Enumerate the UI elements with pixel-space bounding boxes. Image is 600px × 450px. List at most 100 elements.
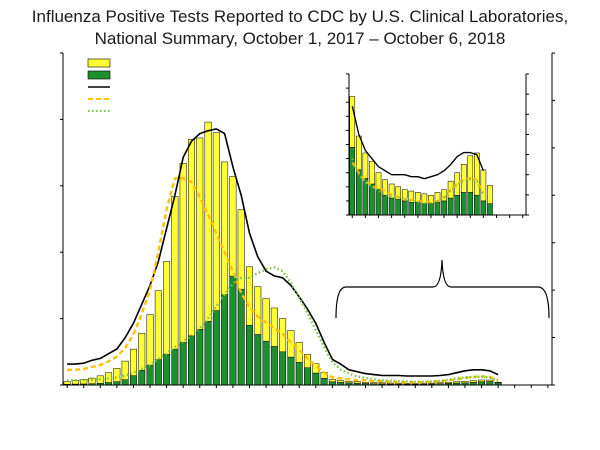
legend-swatch-a: [87, 58, 111, 68]
main-lines: [67, 128, 499, 384]
bar-b-201803: [187, 335, 195, 386]
bar-b-201747: [121, 379, 129, 386]
line-positive-flu-b: [351, 158, 485, 204]
bar-b-201823: [369, 183, 375, 216]
bar-b-201802: [179, 342, 187, 386]
bar-a-201836: [461, 381, 469, 384]
bar-b-201819: [320, 378, 328, 386]
bar-a-201833: [436, 382, 444, 384]
bar-a-201826: [378, 382, 386, 385]
bar-a-201832: [428, 195, 434, 204]
bar-a-201746: [113, 368, 121, 382]
bar-a-201831: [420, 382, 428, 385]
bar-a-201817: [304, 354, 311, 368]
bar-b-201829: [408, 202, 415, 216]
bar-b-201824: [375, 189, 382, 216]
inset-chart: [346, 73, 529, 218]
bar-a-201803: [187, 139, 195, 337]
line-percent-positive: [351, 106, 485, 180]
bar-a-201805: [204, 121, 212, 322]
bar-a-201747: [121, 360, 129, 380]
bar-a-201806: [212, 132, 220, 311]
bar-b-201817: [304, 367, 311, 386]
bar-a-201820: [328, 379, 336, 383]
bar-a-201823: [353, 381, 361, 384]
bar-a-201825: [382, 179, 388, 196]
bar-b-201751: [154, 359, 162, 386]
bar-b-201831: [421, 203, 428, 216]
bar-b-201830: [415, 202, 421, 216]
bar-b-201812: [262, 340, 270, 386]
bar-b-201749: [138, 370, 146, 386]
bar-b-201801: [171, 348, 179, 386]
bar-a-201821: [356, 135, 362, 171]
bar-a-201838: [478, 379, 486, 383]
inset-bracket-path: [335, 259, 550, 319]
bar-b-201837: [460, 192, 467, 216]
chart-title: Influenza Positive Tests Reported to CDC…: [0, 6, 600, 50]
bar-a-201804: [196, 137, 204, 330]
bar-b-201818: [312, 372, 320, 386]
line-percent-positive: [67, 128, 499, 377]
bar-a-201840: [494, 381, 502, 384]
bar-a-201745: [105, 372, 113, 383]
chart-title-line-2: National Summary, October 1, 2017 – Octo…: [94, 29, 506, 48]
inset-lines: [351, 106, 485, 204]
bar-a-201837: [460, 163, 467, 193]
bar-a-201829: [403, 383, 411, 385]
bar-b-201804: [196, 328, 204, 386]
bar-b-201807: [221, 294, 229, 386]
inset-bracket: [335, 259, 550, 319]
bar-b-201820: [349, 147, 356, 216]
bar-b-201809: [237, 289, 245, 386]
bar-a-201829: [408, 190, 415, 203]
inset-axes: [346, 73, 529, 218]
bar-b-201825: [382, 195, 388, 216]
bar-b-201816: [295, 362, 303, 386]
bar-b-201827: [395, 199, 401, 216]
bar-a-201809: [237, 209, 245, 290]
bar-b-201748: [129, 375, 137, 386]
bar-a-201821: [337, 380, 345, 383]
bar-a-201825: [370, 382, 378, 384]
bar-b-201813: [270, 346, 278, 386]
bar-a-201752: [163, 261, 171, 355]
bar-a-201828: [401, 189, 408, 202]
legend-swatch-b: [87, 70, 111, 80]
bar-a-201810: [246, 266, 253, 326]
bar-a-201827: [395, 186, 401, 200]
bar-b-201810: [246, 324, 253, 386]
bar-b-201750: [146, 364, 154, 386]
bar-a-201823: [369, 161, 375, 185]
main-axes: [60, 52, 555, 388]
bar-b-201808: [229, 275, 237, 386]
bar-a-201827: [386, 382, 394, 385]
bar-a-201830: [411, 383, 419, 385]
bar-a-201740: [63, 381, 71, 385]
bar-a-201839: [486, 379, 494, 382]
bar-a-201838: [467, 155, 474, 193]
bar-a-201824: [362, 382, 369, 384]
bar-b-201833: [434, 202, 441, 216]
bar-b-201832: [428, 203, 434, 216]
bar-b-201752: [163, 354, 171, 386]
bar-b-201814: [279, 351, 287, 386]
bar-b-201839: [486, 381, 494, 386]
bar-a-201824: [375, 172, 382, 190]
bar-a-201826: [388, 183, 395, 199]
bar-a-201834: [441, 189, 447, 202]
bar-a-201808: [229, 176, 237, 277]
bar-a-201828: [395, 382, 403, 385]
bar-a-201840: [480, 169, 487, 202]
bar-a-201841: [487, 185, 493, 204]
line-positive-flu-b: [67, 266, 499, 383]
bar-a-201835: [453, 381, 461, 384]
bar-a-201837: [469, 380, 477, 383]
bar-a-201801: [171, 196, 179, 350]
bar-b-201841: [487, 203, 493, 216]
bar-b-201838: [467, 192, 474, 216]
bar-b-201835: [447, 197, 454, 216]
bar-a-201831: [421, 193, 428, 204]
bar-a-201802: [179, 162, 187, 343]
